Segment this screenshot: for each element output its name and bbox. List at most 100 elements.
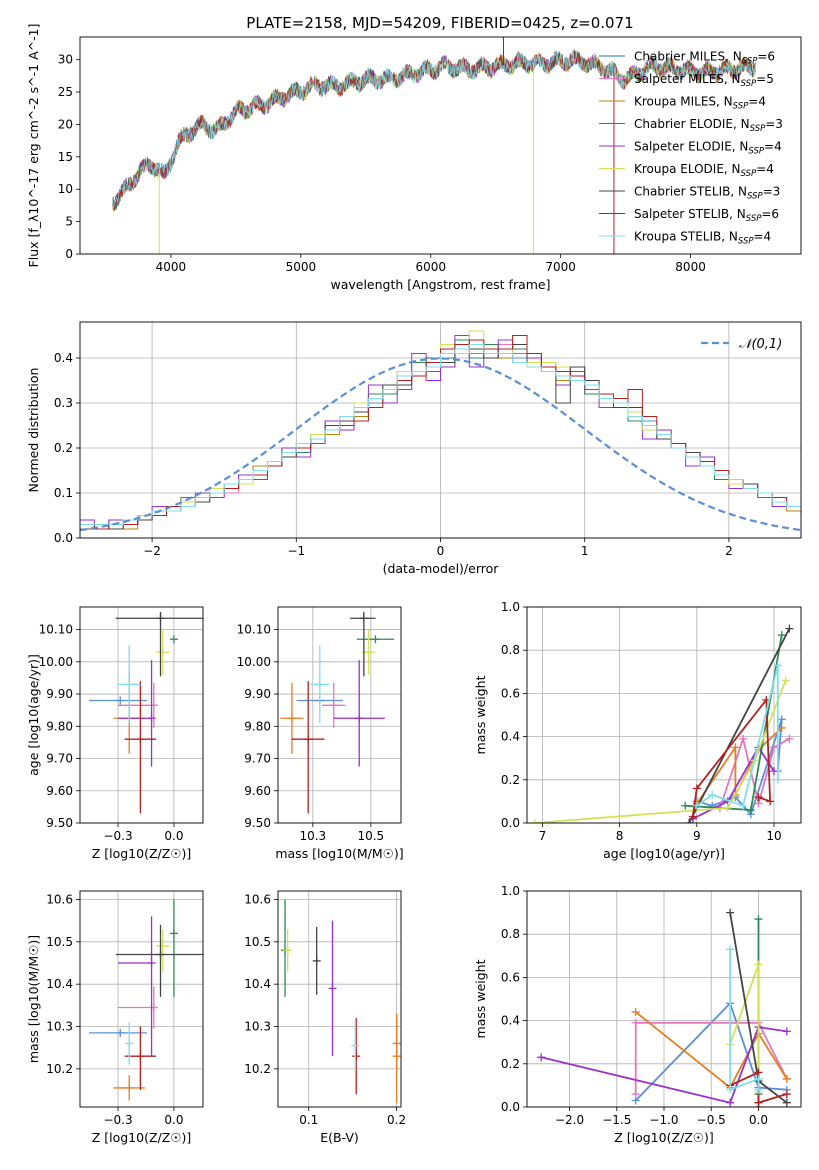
weight-marker (754, 1074, 763, 1083)
weight-marker (530, 819, 539, 823)
y-tick-label: 9.70 (46, 752, 73, 766)
histogram-steps (80, 335, 801, 538)
x-tick-label: 0.2 (387, 1113, 406, 1127)
legend-entry: Chabrier MILES, NSSP=6 (634, 50, 775, 67)
y-tick-label: 20 (58, 117, 73, 131)
legend-name: Salpeter ELODIE, N (634, 140, 748, 154)
x-tick-label: 7000 (545, 260, 576, 274)
legend-tail: =4 (754, 230, 772, 244)
mass-vs-metallicity-panel: −0.3 0.0 10.2 10.3 10.4 10.5 10.6 Z [log10(Z/Z☉… (26, 890, 204, 1145)
legend-entry: Chabrier ELODIE, NSSP=3 (634, 117, 783, 134)
plot-area (281, 899, 401, 1103)
y-tick-label: 10.3 (244, 1020, 271, 1034)
weight-marker (754, 1085, 763, 1094)
x-tick-label: 2 (725, 544, 733, 558)
y-axis-label: mass weight (473, 959, 488, 1038)
weight-marker (777, 715, 786, 724)
axes-frame (79, 36, 802, 255)
data-point (392, 1013, 401, 1103)
weight-line (634, 1021, 788, 1094)
legend-tail: =6 (761, 207, 779, 221)
plot-area (80, 330, 801, 538)
y-tick-label: 0.4 (54, 351, 73, 365)
legend-tail: =5 (756, 72, 774, 86)
plot-area (537, 908, 791, 1107)
weight-marker (739, 734, 748, 743)
weight-marker (766, 797, 775, 806)
legend-subscript: SSP (747, 192, 763, 202)
weight-marker (537, 1053, 546, 1062)
weight-marker (631, 1090, 640, 1099)
weight-line (534, 680, 787, 823)
data-point (115, 611, 203, 677)
weight-line (635, 1011, 788, 1089)
mass-vs-ebv-panel: 0.1 0.2 10.2 10.3 10.4 10.5 10.6 E(B-V) (244, 890, 406, 1145)
weight-marker (746, 806, 755, 815)
weight-marker (777, 723, 786, 732)
data-point (291, 681, 325, 814)
residual-histogram-panel: −2 −1 0 1 2 0.0 0.1 0.2 0.3 0.4 (data-model)/error… (26, 321, 802, 576)
legend-entry: 𝒩(0,1) (739, 337, 782, 352)
y-tick-label: 0.0 (54, 531, 73, 545)
legend-name: Chabrier STELIB, N (634, 185, 747, 199)
legend-subscript: SSP (750, 124, 766, 134)
weight-marker (723, 803, 732, 812)
data-point (312, 927, 321, 995)
legend-subscript: SSP (733, 102, 749, 112)
y-tick-label: 10.6 (244, 892, 271, 906)
y-tick-label: 9.80 (244, 719, 271, 733)
x-tick-label: −2.0 (555, 1113, 584, 1127)
spectrum-panel: 4000 5000 6000 7000 8000 0 5 10 15 20 25 30 waveleng… (26, 24, 802, 292)
x-tick-label: 0.1 (299, 1113, 318, 1127)
legend-name: Kroupa ELODIE, N (634, 162, 741, 176)
y-tick-label: 10.00 (39, 655, 73, 669)
histogram-steps (80, 344, 801, 538)
x-tick-label: 10.5 (357, 829, 384, 843)
spectrum-line (112, 50, 756, 209)
data-point (124, 1026, 157, 1091)
axes-frame (277, 890, 402, 1108)
x-tick-label: 10 (766, 829, 781, 843)
legend-name: Kroupa MILES, N (634, 95, 733, 109)
axes-frame (526, 606, 802, 824)
legend-tail: =3 (765, 117, 783, 131)
y-tick-label: 0.0 (501, 816, 520, 830)
y-tick-label: 1.0 (501, 600, 520, 614)
histogram-steps (80, 339, 801, 538)
y-tick-label: 0 (65, 247, 73, 261)
y-tick-label: 0.4 (501, 730, 520, 744)
x-tick-label: −0.3 (103, 829, 132, 843)
figure-title: PLATE=2158, MJD=54209, FIBERID=0425, z=0… (246, 14, 633, 32)
weight-marker (769, 767, 778, 776)
y-tick-label: 0.2 (501, 773, 520, 787)
y-tick-label: 9.60 (244, 784, 271, 798)
x-tick-label: 0.0 (164, 1113, 183, 1127)
histogram-steps (80, 335, 801, 538)
y-tick-label: 0.3 (54, 396, 73, 410)
legend-subscript: SSP (741, 79, 757, 89)
legend-subscript: SSP (738, 237, 754, 247)
plot-area (280, 611, 395, 814)
legend-entry: Salpeter ELODIE, NSSP=4 (634, 140, 782, 157)
y-axis-label: mass [log10(M/M☉)] (26, 935, 41, 1063)
weight-marker (726, 1098, 735, 1107)
y-tick-label: 10.2 (244, 1062, 271, 1076)
y-tick-label: 0.4 (501, 1014, 520, 1028)
legend-name: Kroupa STELIB, N (634, 230, 738, 244)
plot-area (112, 37, 756, 254)
y-tick-label: 0.1 (54, 486, 73, 500)
x-axis-label: E(B-V) (320, 1130, 359, 1145)
data-point (169, 899, 178, 997)
x-axis-label: wavelength [Angstrom, rest frame] (330, 277, 550, 292)
y-tick-label: 10.6 (46, 892, 73, 906)
x-tick-label: 0 (437, 544, 445, 558)
y-tick-label: 0.8 (501, 643, 520, 657)
x-axis-label: mass [log10(M/M☉)] (275, 846, 403, 861)
data-point (328, 920, 337, 1057)
data-point (169, 635, 178, 644)
weight-marker (769, 743, 778, 752)
data-point (115, 924, 203, 997)
weight-marker (726, 1085, 735, 1094)
data-point (322, 682, 346, 728)
weight-marker (631, 1007, 640, 1016)
